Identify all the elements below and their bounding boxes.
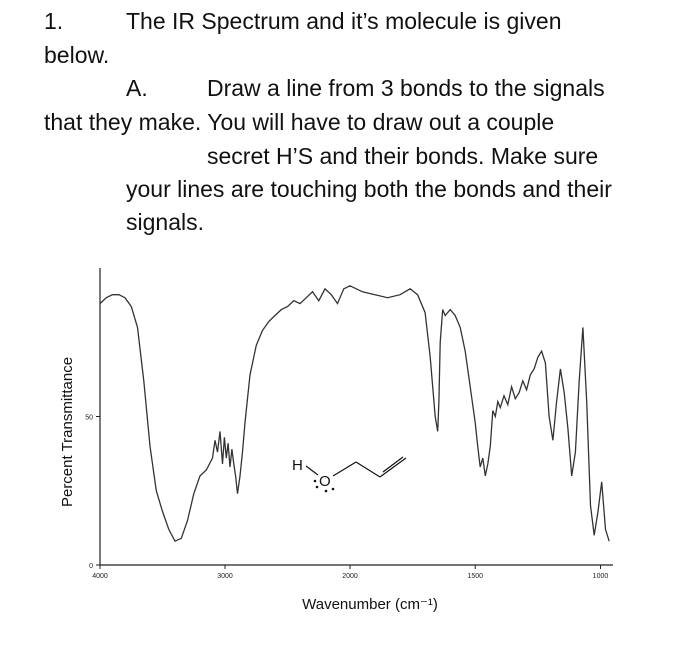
x-tick-label: 4000 (92, 573, 108, 580)
x-tick-label: 3000 (217, 573, 233, 580)
y-ticks: 0 50 (85, 415, 100, 570)
lone-pair-dot (331, 487, 335, 491)
question-intro-line1: The IR Spectrum and it’s molecule is giv… (126, 8, 562, 34)
part-a-line4: your lines are touching both the bonds a… (126, 176, 612, 202)
part-a-line1: Draw a line from 3 bonds to the signals (207, 75, 605, 101)
question-number: 1. (44, 8, 64, 34)
y-tick-label: 50 (85, 415, 93, 422)
spectrum-line (99, 285, 610, 543)
c-c-double-bond-second (382, 456, 404, 473)
x-tick-label: 2000 (342, 573, 358, 580)
question-intro-line2: below. (44, 42, 110, 68)
x-ticks: 4000 3000 2000 1500 1000 (92, 565, 608, 580)
lone-pair-dot (324, 489, 328, 493)
x-tick-label: 1000 (593, 573, 609, 580)
x-tick-label: 1500 (467, 573, 483, 580)
c-c-double-bond (379, 457, 407, 478)
hydrogen-atom-label: H (292, 457, 303, 474)
part-a-line2: that they make. You will have to draw ou… (44, 109, 555, 135)
part-a-line5: signals. (126, 209, 204, 235)
o-c-bond (332, 461, 357, 477)
lone-pair-dot (315, 485, 319, 489)
part-letter: A. (126, 75, 148, 101)
lone-pair-dot (313, 479, 317, 483)
oxygen-atom-label: O (319, 473, 331, 490)
y-tick-label: 0 (89, 563, 93, 570)
chart-axes (99, 268, 613, 566)
c-c-bond (355, 461, 381, 478)
x-axis-label: Wavenumber (cm⁻¹) (302, 596, 438, 613)
h-o-bond (305, 465, 319, 476)
part-a-line3: secret H’S and their bonds. Make sure (207, 143, 599, 169)
allyl-alcohol-structure: H O (292, 456, 407, 493)
y-axis-label: Percent Transmittance (59, 357, 76, 507)
